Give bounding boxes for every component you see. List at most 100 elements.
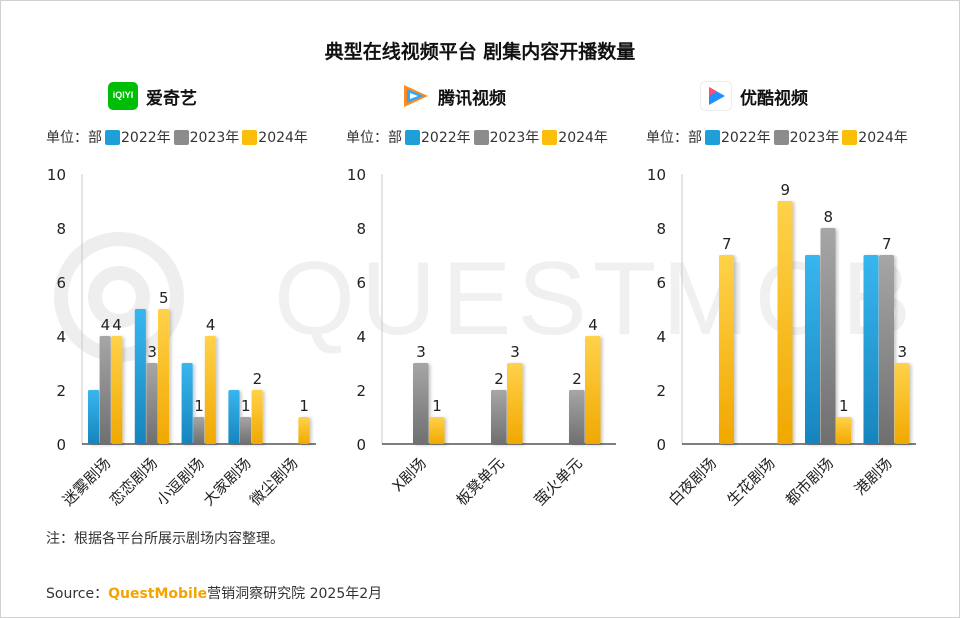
bar-2024年-小逗剧场 xyxy=(204,336,216,444)
bar-2024年-白夜剧场 xyxy=(719,255,734,444)
tencent-video-logo-icon xyxy=(404,85,428,107)
category-label: 板凳单元 xyxy=(453,454,508,509)
bar-2024年-恋恋剧场 xyxy=(158,309,170,444)
bar-2024年-大家剧场 xyxy=(251,390,263,444)
legend-swatch-2023 xyxy=(773,129,789,145)
category-label: 港剧场 xyxy=(851,454,896,499)
legend-swatch-2022 xyxy=(405,129,420,145)
category-label: 生花剧场 xyxy=(723,454,778,509)
bar-2022年-小逗剧场 xyxy=(181,363,193,444)
data-label: 1 xyxy=(839,397,849,415)
bar-2023年-大家剧场 xyxy=(240,417,252,444)
legend-label: 2023年 xyxy=(189,130,240,146)
data-label: 1 xyxy=(299,397,309,415)
legend-unit: 单位：部 xyxy=(646,130,702,146)
y-tick-label: 2 xyxy=(656,382,666,400)
legend-label: 2024年 xyxy=(258,130,308,146)
legend-label: 2024年 xyxy=(558,130,608,146)
bar-2024年-萤火单元 xyxy=(585,336,601,444)
footnote: 注：根据各平台所展示剧场内容整理。 xyxy=(46,531,284,547)
bar-2023年-小逗剧场 xyxy=(193,417,205,444)
brand-iqiyi: iQIYI 爱奇艺 xyxy=(108,82,197,110)
y-tick-label: 2 xyxy=(356,382,366,400)
legend-swatch-2022 xyxy=(705,129,720,145)
legend-label: 2024年 xyxy=(858,130,908,146)
chart-youku: 0 2 4 6 8 10 7 白夜剧场 9 生花剧场 8 1 都市剧场 7 3 港剧场 xyxy=(647,166,916,509)
y-tick-label: 6 xyxy=(56,274,66,292)
legend-label: 2022年 xyxy=(121,130,171,146)
legend-label: 2022年 xyxy=(421,130,471,146)
bar-2023年-迷雾剧场 xyxy=(99,336,111,444)
y-tick-label: 4 xyxy=(356,328,366,346)
brand-name: 腾讯视频 xyxy=(438,88,506,109)
data-label: 3 xyxy=(897,343,907,361)
y-tick-label: 6 xyxy=(656,274,666,292)
category-label: 萤火单元 xyxy=(531,454,586,509)
y-tick-label: 4 xyxy=(656,328,666,346)
data-label: 4 xyxy=(101,316,111,334)
bar-2023年-板凳单元 xyxy=(491,390,507,444)
category-label: 小逗剧场 xyxy=(153,454,208,509)
legend-label: 2023年 xyxy=(789,130,840,146)
legend-swatch-2024 xyxy=(242,129,258,145)
y-tick-label: 2 xyxy=(56,382,66,400)
y-tick-label: 0 xyxy=(56,436,66,454)
bar-2024年-X剧场 xyxy=(429,417,445,444)
bar-2024年-都市剧场 xyxy=(836,417,851,444)
y-tick-label: 8 xyxy=(656,220,666,238)
legend-label: 2022年 xyxy=(721,130,771,146)
category-label: 恋恋剧场 xyxy=(106,454,161,509)
bar-2022年-大家剧场 xyxy=(228,390,240,444)
brand-tencent: 腾讯视频 xyxy=(400,82,506,110)
legend-swatch-2022 xyxy=(105,129,120,145)
y-tick-label: 10 xyxy=(47,166,66,184)
data-label: 1 xyxy=(241,397,251,415)
data-label: 1 xyxy=(432,397,442,415)
legend-unit: 单位：部 xyxy=(346,130,402,146)
legend: 单位：部 2022年 2023年 2024年 xyxy=(346,128,608,146)
data-label: 2 xyxy=(253,370,263,388)
legend: 单位：部 2022年 2023年 2024年 xyxy=(46,128,308,146)
data-label: 7 xyxy=(722,235,732,253)
data-label: 4 xyxy=(206,316,216,334)
bar-2022年-迷雾剧场 xyxy=(88,390,100,444)
data-label: 2 xyxy=(572,370,582,388)
bar-2024年-迷雾剧场 xyxy=(111,336,123,444)
bar-2022年-港剧场 xyxy=(863,255,879,444)
data-label: 1 xyxy=(194,397,204,415)
data-label: 3 xyxy=(416,343,426,361)
legend-swatch-2024 xyxy=(542,129,558,145)
data-label: 5 xyxy=(159,289,169,307)
y-tick-label: 8 xyxy=(356,220,366,238)
legend-unit: 单位：部 xyxy=(46,130,102,146)
bar-2022年-都市剧场 xyxy=(805,255,820,444)
source-prefix: Source： xyxy=(46,586,109,602)
y-tick-label: 10 xyxy=(647,166,666,184)
bar-2024年-板凳单元 xyxy=(507,363,523,444)
brand-name: 优酷视频 xyxy=(740,88,808,109)
data-label: 3 xyxy=(510,343,520,361)
y-tick-label: 0 xyxy=(356,436,366,454)
bar-2023年-萤火单元 xyxy=(569,390,585,444)
legend: 单位：部 2022年 2023年 2024年 xyxy=(646,128,908,146)
iqiyi-logo-icon: iQIYI xyxy=(108,82,138,110)
bar-2022年-恋恋剧场 xyxy=(134,309,146,444)
data-label: 4 xyxy=(112,316,122,334)
data-label: 3 xyxy=(147,343,157,361)
category-label: 迷雾剧场 xyxy=(59,454,114,509)
data-label: 9 xyxy=(780,181,790,199)
category-label: 微尘剧场 xyxy=(246,454,301,509)
y-tick-label: 0 xyxy=(656,436,666,454)
source-brand: QuestMobile xyxy=(108,586,208,602)
y-tick-label: 4 xyxy=(56,328,66,346)
bar-2023年-港剧场 xyxy=(879,255,894,444)
bar-2023年-都市剧场 xyxy=(820,228,836,444)
data-label: 2 xyxy=(494,370,504,388)
bar-2024年-港剧场 xyxy=(894,363,910,444)
legend-swatch-2023 xyxy=(173,129,189,145)
brand-name: 爱奇艺 xyxy=(146,88,197,109)
bar-2024年-生花剧场 xyxy=(777,201,793,444)
chart-title: 典型在线视频平台 剧集内容开播数量 xyxy=(324,41,636,63)
